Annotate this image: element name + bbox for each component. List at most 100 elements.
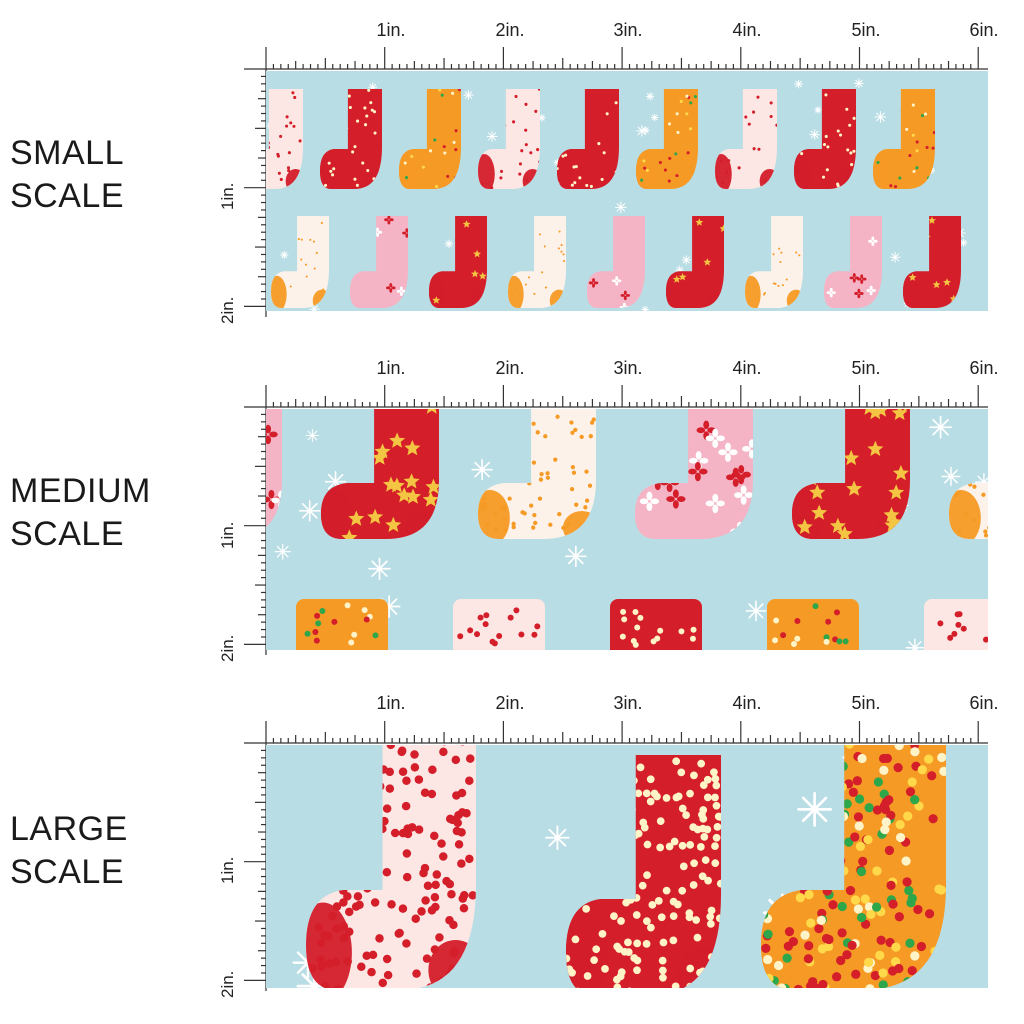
dot-mark (747, 122, 751, 126)
flower-petal (266, 424, 272, 434)
dot-mark (857, 753, 867, 764)
dot-mark (591, 417, 596, 422)
dot-mark (773, 960, 784, 971)
dot-mark (878, 753, 889, 764)
dot-mark (421, 896, 430, 905)
dot-mark (578, 176, 582, 180)
dot-mark (678, 804, 687, 813)
dot-mark (872, 866, 882, 876)
dot-mark (457, 89, 461, 92)
dot-mark (404, 176, 409, 180)
dot-mark (803, 954, 814, 964)
dot-mark (690, 771, 698, 780)
medium-ruler-top-4in: 4in. (732, 358, 762, 378)
dot-mark (382, 867, 392, 877)
medium-ruler-top-1in: 1in. (376, 358, 406, 378)
dot-mark (818, 979, 828, 988)
dot-mark (327, 161, 331, 165)
flower-petal (871, 236, 875, 241)
star-mark (348, 510, 365, 526)
flower-petal (386, 286, 391, 290)
flower-petal (620, 293, 625, 297)
dot-mark (483, 612, 490, 619)
dot-mark (756, 95, 760, 99)
dot-mark (821, 175, 826, 179)
stocking-body (566, 755, 721, 988)
dot-mark (638, 881, 647, 890)
star-mark (367, 508, 384, 524)
dot-mark (901, 856, 911, 866)
dot-mark (477, 614, 484, 621)
dot-mark (873, 777, 884, 787)
dot-mark (544, 286, 547, 289)
dot-mark (372, 110, 377, 114)
dot-mark (363, 123, 368, 127)
flower-petal (854, 292, 859, 295)
flower-petal (694, 461, 701, 471)
dot-mark (277, 171, 281, 175)
flower-petal (703, 420, 710, 430)
dot-mark (304, 630, 311, 637)
dot-mark (332, 167, 336, 171)
dot-mark (848, 787, 859, 797)
large-label-line1: LARGE (10, 810, 128, 848)
dot-mark (585, 183, 589, 187)
dot-mark (520, 149, 524, 153)
star-mark (385, 516, 402, 532)
dot-mark (524, 102, 528, 106)
dot-mark (513, 607, 520, 614)
dot-mark (304, 263, 308, 266)
dot-mark (675, 112, 679, 116)
dot-mark (876, 935, 886, 945)
dot-mark (357, 962, 366, 972)
flower-petal (271, 497, 281, 504)
dot-mark (890, 957, 901, 967)
dot-mark (619, 633, 626, 640)
dot-mark (707, 906, 716, 915)
dot-mark (706, 912, 715, 921)
dot-mark (905, 938, 915, 948)
dot-mark (518, 172, 522, 176)
dot-mark (401, 801, 411, 811)
star-mark (719, 224, 724, 232)
flower-petal (856, 277, 862, 281)
dot-mark (387, 900, 396, 909)
dot-mark (634, 789, 643, 798)
flower-petal (269, 431, 278, 438)
dot-mark (643, 871, 651, 879)
dot-mark (642, 159, 646, 163)
dot-mark (402, 872, 412, 882)
dot-mark (279, 291, 282, 295)
dot-mark (621, 616, 628, 623)
dot-mark (712, 801, 721, 810)
dot-mark (440, 93, 444, 97)
dot-mark (545, 475, 551, 480)
dot-mark (385, 767, 395, 777)
dot-mark (324, 959, 334, 968)
flower-petal (859, 292, 864, 295)
dot-mark (689, 101, 693, 105)
dot-mark (659, 973, 667, 982)
dot-mark (700, 832, 709, 841)
dot-mark (422, 954, 432, 963)
stocking-body (794, 89, 856, 189)
dot-mark (365, 114, 369, 118)
star-mark (473, 249, 481, 258)
dot-mark (939, 766, 946, 777)
dot-mark (881, 817, 891, 827)
flower-petal (732, 478, 739, 487)
flower-petal (740, 485, 747, 494)
dot-mark (543, 434, 548, 439)
large-ruler-top-4in: 4in. (732, 693, 762, 713)
dot-mark (403, 161, 407, 165)
large-ruler-side-2in: 2in. (218, 970, 237, 998)
dot-mark (453, 818, 463, 828)
dot-mark (690, 626, 697, 633)
dot-mark (482, 496, 487, 501)
dot-mark (320, 221, 323, 225)
dot-mark (394, 929, 404, 938)
dot-mark (895, 819, 905, 830)
snowflake-icon (941, 466, 961, 486)
dot-mark (785, 278, 788, 281)
flower-petal (712, 428, 719, 438)
